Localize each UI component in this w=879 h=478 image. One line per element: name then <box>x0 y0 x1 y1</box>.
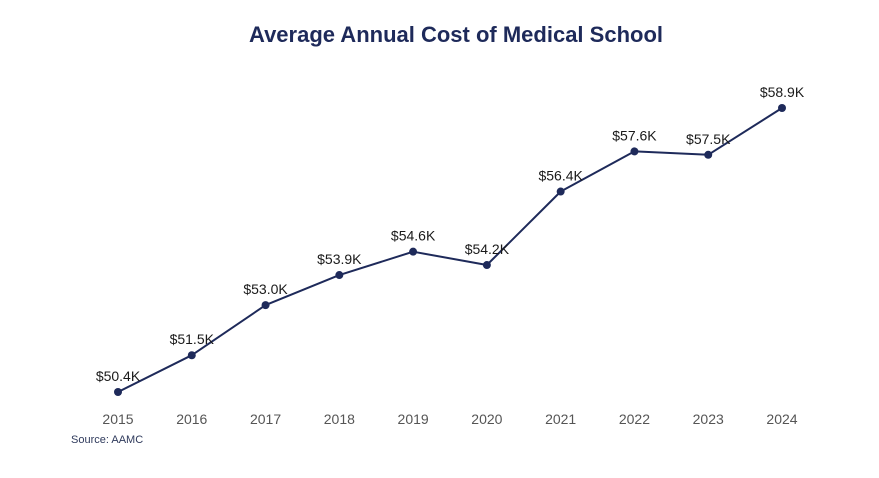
x-tick-label-2022: 2022 <box>619 411 650 427</box>
data-point-2016 <box>187 351 196 360</box>
chart-title: Average Annual Cost of Medical School <box>249 22 663 47</box>
data-label-2016: $51.5K <box>170 331 215 347</box>
data-label-2022: $57.6K <box>612 127 657 143</box>
data-point-2023 <box>704 150 713 159</box>
x-tick-label-2016: 2016 <box>176 411 207 427</box>
data-label-2015: $50.4K <box>96 368 141 384</box>
data-label-2018: $53.9K <box>317 251 362 267</box>
data-label-2019: $54.6K <box>391 228 436 244</box>
x-tick-label-2024: 2024 <box>766 411 797 427</box>
data-point-2015 <box>114 388 122 396</box>
data-label-2020: $54.2K <box>465 241 510 257</box>
series-line <box>117 107 783 393</box>
data-label-2024: $58.9K <box>760 84 805 100</box>
x-tick-label-2021: 2021 <box>545 411 576 427</box>
data-point-2020 <box>482 261 491 270</box>
x-tick-label-2018: 2018 <box>324 411 355 427</box>
x-tick-label-2023: 2023 <box>693 411 724 427</box>
x-tick-label-2019: 2019 <box>398 411 429 427</box>
data-label-2023: $57.5K <box>686 131 731 147</box>
data-point-2019 <box>409 247 418 256</box>
x-tick-label-2020: 2020 <box>471 411 502 427</box>
data-label-2017: $53.0K <box>243 281 288 297</box>
source-note: Source: AAMC <box>71 434 144 446</box>
data-point-2021 <box>556 187 565 196</box>
data-point-2017 <box>261 301 270 310</box>
x-tick-label-2015: 2015 <box>102 411 133 427</box>
data-point-2018 <box>335 271 344 280</box>
x-tick-label-2017: 2017 <box>250 411 281 427</box>
data-point-2024 <box>778 104 786 112</box>
data-point-2022 <box>630 147 639 156</box>
data-label-2021: $56.4K <box>538 168 583 184</box>
